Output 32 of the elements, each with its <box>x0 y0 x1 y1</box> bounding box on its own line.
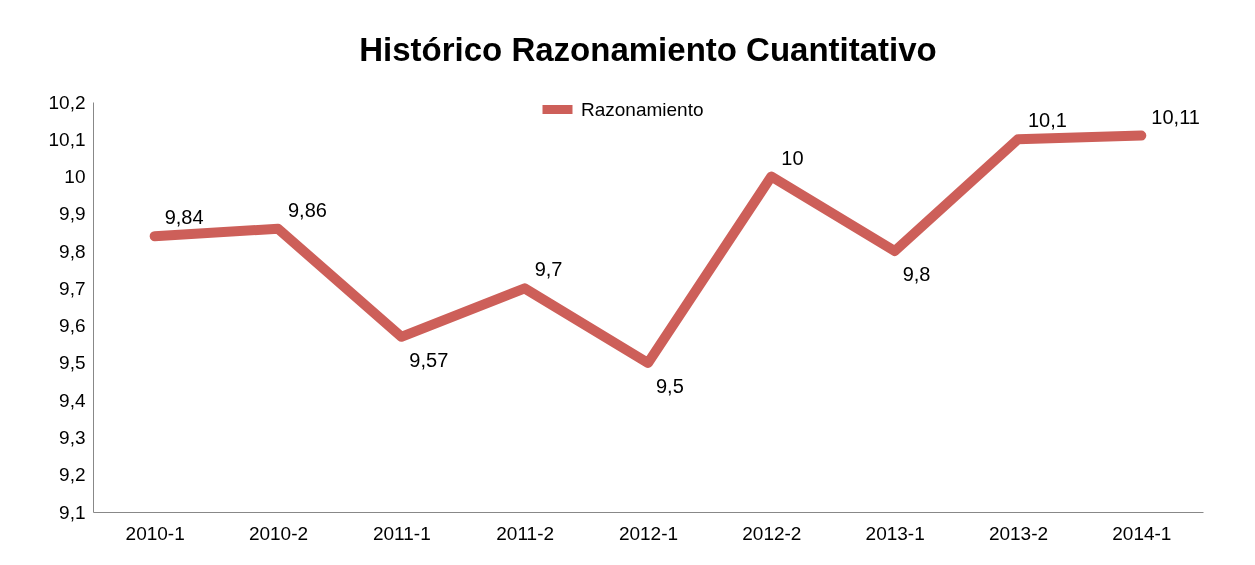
data-label: 9,5 <box>656 374 684 397</box>
x-tick-label: 2013-2 <box>988 522 1049 544</box>
y-tick-label: 9,5 <box>59 352 86 374</box>
data-label: 10 <box>781 146 804 169</box>
legend-label: Razonamiento <box>581 98 704 120</box>
x-tick-label: 2012-1 <box>618 522 679 544</box>
x-tick-label: 2011-2 <box>496 522 555 544</box>
data-label: 9,57 <box>409 348 449 371</box>
x-tick-label: 2011-1 <box>372 522 431 544</box>
data-label: 9,84 <box>164 206 204 229</box>
y-tick-label: 9,6 <box>59 315 86 337</box>
y-tick-label: 9,7 <box>59 277 86 299</box>
chart-title: Histórico Razonamiento Cuantitativo <box>359 31 937 68</box>
x-tick-label: 2013-1 <box>865 522 925 544</box>
y-tick-label: 9,9 <box>59 203 86 225</box>
y-tick-label: 10,1 <box>48 128 86 150</box>
data-label: 10,11 <box>1151 105 1200 128</box>
y-tick-label: 9,8 <box>59 240 86 262</box>
x-tick-label: 2012-2 <box>742 522 802 544</box>
data-label: 10,1 <box>1028 109 1067 132</box>
data-label: 9,86 <box>288 198 327 221</box>
x-tick-label: 2014-1 <box>1112 522 1172 544</box>
y-tick-label: 9,2 <box>59 464 86 486</box>
y-tick-label: 9,1 <box>59 501 86 523</box>
x-tick-label: 2010-1 <box>125 522 185 544</box>
y-tick-label: 10,2 <box>48 91 86 113</box>
data-label: 9,8 <box>902 263 931 286</box>
data-label: 9,7 <box>534 258 563 281</box>
y-tick-label: 9,4 <box>59 389 86 411</box>
y-tick-label: 10 <box>64 166 86 188</box>
x-tick-label: 2010-2 <box>248 522 309 544</box>
y-tick-label: 9,3 <box>59 426 86 448</box>
